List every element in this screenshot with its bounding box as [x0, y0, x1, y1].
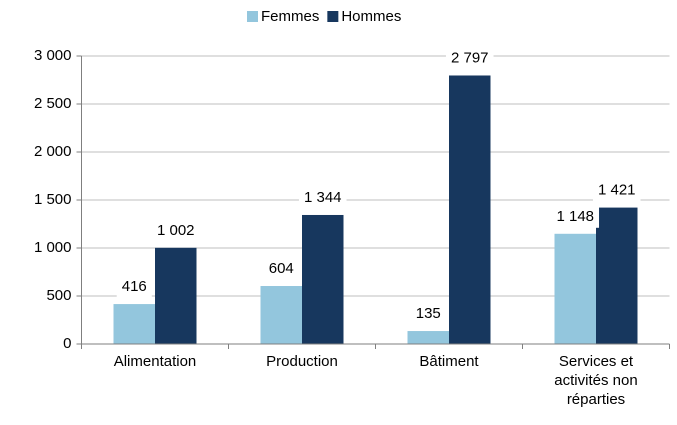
bar — [407, 331, 449, 344]
legend-label: Hommes — [341, 8, 401, 25]
x-tick-label: Alimentation — [113, 353, 197, 370]
legend-label: Femmes — [261, 8, 319, 25]
bar — [155, 247, 197, 344]
value-label-bg — [592, 179, 641, 202]
value-label-bg — [410, 303, 446, 326]
value-label: 1 148 — [556, 208, 594, 225]
bar — [554, 233, 596, 344]
value-label: 2 797 — [451, 49, 489, 66]
value-label-bg — [116, 276, 152, 299]
y-tick-label: 1 500 — [34, 191, 72, 208]
bar — [260, 286, 302, 344]
value-label: 1 002 — [157, 222, 195, 239]
value-label-bg — [551, 205, 600, 228]
bar — [596, 207, 638, 344]
x-tick-label: Production — [266, 353, 338, 370]
value-label: 135 — [416, 305, 441, 322]
y-tick-label: 3 000 — [34, 47, 72, 64]
y-tick-label: 2 500 — [34, 95, 72, 112]
value-label-bg — [298, 186, 347, 209]
y-tick-label: 1 000 — [34, 239, 72, 256]
value-label-bg — [263, 258, 299, 281]
bar — [302, 214, 344, 344]
y-tick-label: 0 — [63, 335, 71, 352]
legend-swatch — [327, 11, 339, 22]
value-label-bg — [445, 47, 494, 70]
value-label: 1 344 — [304, 189, 342, 206]
y-tick-label: 500 — [46, 287, 71, 304]
x-tick-label: Bâtiment — [419, 353, 479, 370]
value-label-bg — [151, 219, 200, 242]
value-label: 416 — [122, 278, 147, 295]
value-label: 1 421 — [598, 182, 636, 199]
legend-swatch — [247, 11, 258, 22]
bar — [449, 75, 491, 344]
y-tick-label: 2 000 — [34, 143, 72, 160]
bar — [113, 304, 155, 344]
x-tick-label: Services et activités non réparties — [554, 353, 638, 408]
value-label: 604 — [269, 260, 294, 277]
